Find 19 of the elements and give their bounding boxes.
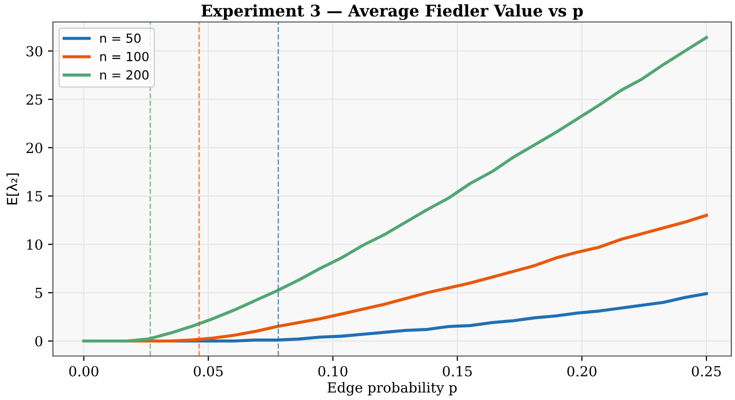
chart-title: Experiment 3 — Average Fiedler Value vs p — [201, 4, 583, 20]
x-tick-label: 0.05 — [194, 366, 223, 376]
y-tick-label: 30 — [26, 46, 42, 56]
legend-label: n = 50 — [100, 33, 141, 43]
legend-label: n = 200 — [100, 70, 149, 80]
y-tick-label: 10 — [27, 239, 42, 250]
y-tick-label: 0 — [35, 336, 42, 346]
y-tick-label: 5 — [36, 288, 42, 298]
x-tick-label: 0.20 — [567, 366, 596, 376]
y-tick-label: 20 — [26, 142, 42, 154]
y-tick-label: 25 — [26, 94, 42, 105]
x-tick-label: 0.15 — [442, 366, 472, 376]
legend-label: n = 100 — [100, 52, 149, 62]
x-tick-label: 0.10 — [318, 366, 348, 376]
x-axis-title: Edge probability p — [328, 382, 457, 396]
x-tick-label: 0.25 — [692, 366, 721, 376]
x-tick-label: 0.00 — [69, 366, 98, 376]
y-axis-title: E[λ₂] — [6, 173, 19, 204]
y-tick-label: 15 — [27, 190, 42, 202]
